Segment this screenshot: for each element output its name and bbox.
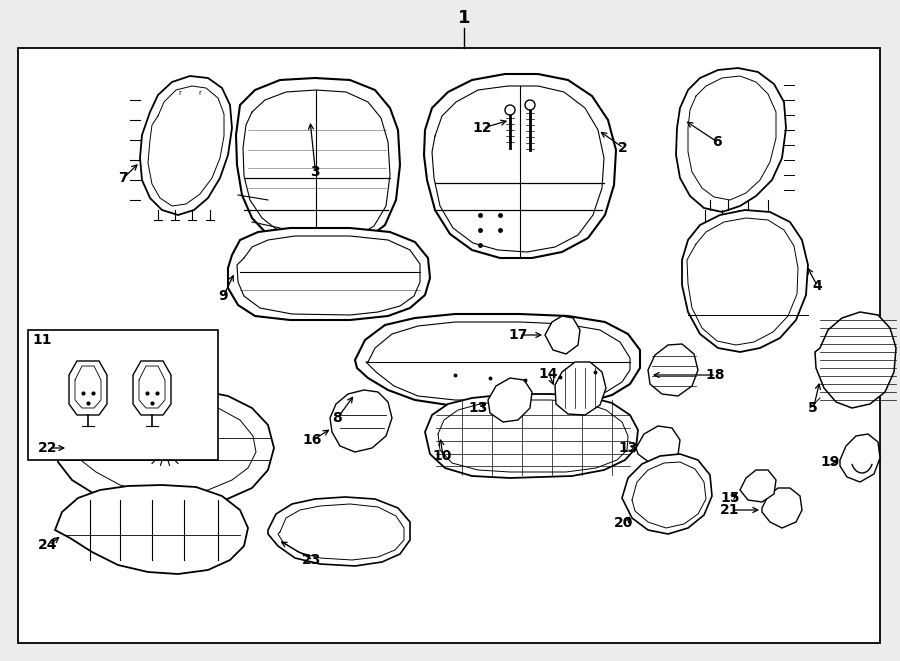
Polygon shape xyxy=(236,78,400,248)
Polygon shape xyxy=(815,312,896,408)
Text: 12: 12 xyxy=(472,121,491,135)
Text: 8: 8 xyxy=(332,411,342,425)
Text: 14: 14 xyxy=(538,367,557,381)
Text: 18: 18 xyxy=(705,368,725,382)
Text: r: r xyxy=(199,90,202,96)
Polygon shape xyxy=(69,361,107,415)
Polygon shape xyxy=(648,344,698,396)
Text: 11: 11 xyxy=(32,333,51,347)
Text: 16: 16 xyxy=(302,433,321,447)
Polygon shape xyxy=(676,68,786,212)
Polygon shape xyxy=(488,378,532,422)
Polygon shape xyxy=(545,316,580,354)
Text: 4: 4 xyxy=(812,279,822,293)
Text: 15: 15 xyxy=(720,491,740,505)
Polygon shape xyxy=(55,390,274,508)
Text: 24: 24 xyxy=(38,538,58,552)
Text: 10: 10 xyxy=(432,449,452,463)
Text: 13: 13 xyxy=(468,401,488,415)
Polygon shape xyxy=(228,228,430,320)
Polygon shape xyxy=(555,362,606,415)
Polygon shape xyxy=(762,488,802,528)
Text: r: r xyxy=(178,90,182,96)
Text: 21: 21 xyxy=(720,503,740,517)
Polygon shape xyxy=(55,485,248,574)
Text: 6: 6 xyxy=(712,135,722,149)
Text: 19: 19 xyxy=(820,455,840,469)
Text: 9: 9 xyxy=(218,289,228,303)
Polygon shape xyxy=(133,361,171,415)
Polygon shape xyxy=(636,426,680,465)
Text: 17: 17 xyxy=(508,328,527,342)
Text: 1: 1 xyxy=(458,9,470,27)
Polygon shape xyxy=(330,390,392,452)
Text: 20: 20 xyxy=(614,516,634,530)
Text: 2: 2 xyxy=(618,141,628,155)
Polygon shape xyxy=(355,314,640,406)
Text: 7: 7 xyxy=(118,171,128,185)
Polygon shape xyxy=(622,454,712,534)
Text: 3: 3 xyxy=(310,165,320,179)
Circle shape xyxy=(525,100,535,110)
Polygon shape xyxy=(140,76,232,215)
Polygon shape xyxy=(268,497,410,566)
Bar xyxy=(28,330,218,460)
Polygon shape xyxy=(682,210,808,352)
Text: 13: 13 xyxy=(618,441,637,455)
Polygon shape xyxy=(840,434,880,482)
Polygon shape xyxy=(425,394,638,478)
Text: 5: 5 xyxy=(808,401,818,415)
Circle shape xyxy=(505,105,515,115)
Text: 22: 22 xyxy=(38,441,58,455)
Polygon shape xyxy=(424,74,616,258)
Polygon shape xyxy=(740,470,776,502)
Text: 23: 23 xyxy=(302,553,321,567)
